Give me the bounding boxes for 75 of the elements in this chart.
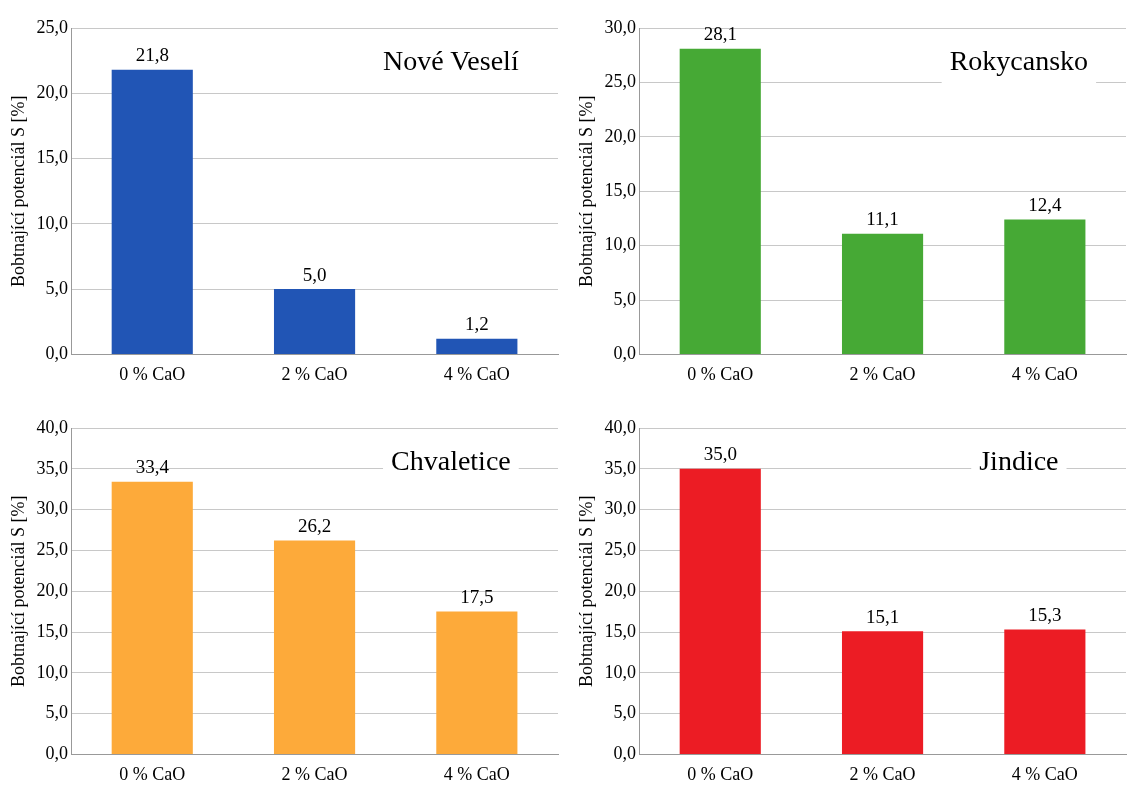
bar (273, 540, 356, 754)
bar (841, 631, 924, 754)
bar (273, 289, 356, 354)
data-label: 5,0 (302, 263, 327, 285)
y-tick-label: 20,0 (604, 125, 637, 146)
y-tick-label: 15,0 (604, 620, 637, 641)
y-tick-label: 35,0 (36, 457, 69, 478)
x-tick-label: 0 % CaO (119, 763, 186, 784)
y-tick-label: 15,0 (36, 620, 69, 641)
y-axis-title: Bobtnající potenciál S [%] (7, 95, 28, 287)
y-tick-label: 30,0 (604, 498, 637, 519)
y-tick-label: 0,0 (613, 343, 637, 364)
y-tick-label: 35,0 (604, 457, 637, 478)
y-tick-label: 0,0 (613, 743, 637, 764)
y-tick-label: 5,0 (45, 277, 69, 298)
y-tick-label: 5,0 (613, 702, 637, 723)
bar (679, 468, 761, 754)
x-tick-label: 4 % CaO (1011, 363, 1078, 384)
y-axis-title: Bobtnající potenciál S [%] (575, 95, 596, 287)
y-tick-label: 5,0 (613, 288, 637, 309)
data-label: 17,5 (460, 586, 494, 608)
data-label: 15,3 (1028, 604, 1062, 626)
y-axis-title: Bobtnající potenciál S [%] (575, 495, 596, 687)
x-tick-label: 2 % CaO (849, 763, 916, 784)
y-tick-label: 25,0 (604, 71, 637, 92)
y-tick-label: 10,0 (604, 661, 637, 682)
bar (679, 48, 761, 354)
y-tick-label: 0,0 (45, 743, 69, 764)
y-tick-label: 20,0 (604, 579, 637, 600)
y-tick-label: 10,0 (604, 234, 637, 255)
data-label: 21,8 (135, 44, 169, 66)
y-tick-label: 10,0 (36, 661, 69, 682)
y-tick-label: 30,0 (36, 498, 69, 519)
x-tick-label: 4 % CaO (443, 763, 510, 784)
y-tick-label: 10,0 (36, 212, 69, 233)
y-tick-label: 25,0 (604, 539, 637, 560)
data-label: 11,1 (866, 208, 899, 230)
y-tick-label: 40,0 (604, 416, 637, 437)
bar (1004, 219, 1086, 354)
bar (111, 69, 193, 354)
text: Jindice (979, 445, 1059, 477)
bar (1004, 629, 1086, 754)
data-label: 28,1 (703, 23, 737, 45)
data-label: 1,2 (464, 313, 489, 335)
x-tick-label: 0 % CaO (119, 363, 186, 384)
y-tick-label: 5,0 (45, 702, 69, 723)
x-tick-label: 2 % CaO (281, 363, 348, 384)
x-tick-label: 2 % CaO (849, 363, 916, 384)
y-axis-title: Bobtnající potenciál S [%] (7, 495, 28, 687)
text: Chvaletice (391, 445, 511, 477)
data-label: 33,4 (135, 456, 170, 478)
bar (841, 233, 924, 354)
data-label: 35,0 (703, 443, 737, 465)
data-label: 15,1 (865, 605, 900, 627)
x-tick-label: 0 % CaO (687, 763, 754, 784)
y-tick-label: 25,0 (36, 16, 69, 37)
y-tick-label: 15,0 (604, 179, 637, 200)
text: Nové Veselí (383, 45, 519, 77)
bar (111, 481, 193, 754)
y-tick-label: 30,0 (604, 16, 637, 37)
x-tick-label: 4 % CaO (1011, 763, 1078, 784)
y-tick-label: 20,0 (36, 82, 69, 103)
y-tick-label: 40,0 (36, 416, 69, 437)
y-tick-label: 20,0 (36, 579, 69, 600)
bar (436, 611, 518, 754)
y-tick-label: 25,0 (36, 539, 69, 560)
x-tick-label: 2 % CaO (281, 763, 348, 784)
y-tick-label: 15,0 (36, 147, 69, 168)
x-tick-label: 0 % CaO (687, 363, 754, 384)
x-tick-label: 4 % CaO (443, 363, 510, 384)
text: Rokycansko (949, 45, 1089, 77)
data-label: 12,4 (1028, 193, 1062, 215)
data-label: 26,2 (297, 515, 332, 537)
bar (436, 338, 518, 354)
y-tick-label: 0,0 (45, 343, 69, 364)
